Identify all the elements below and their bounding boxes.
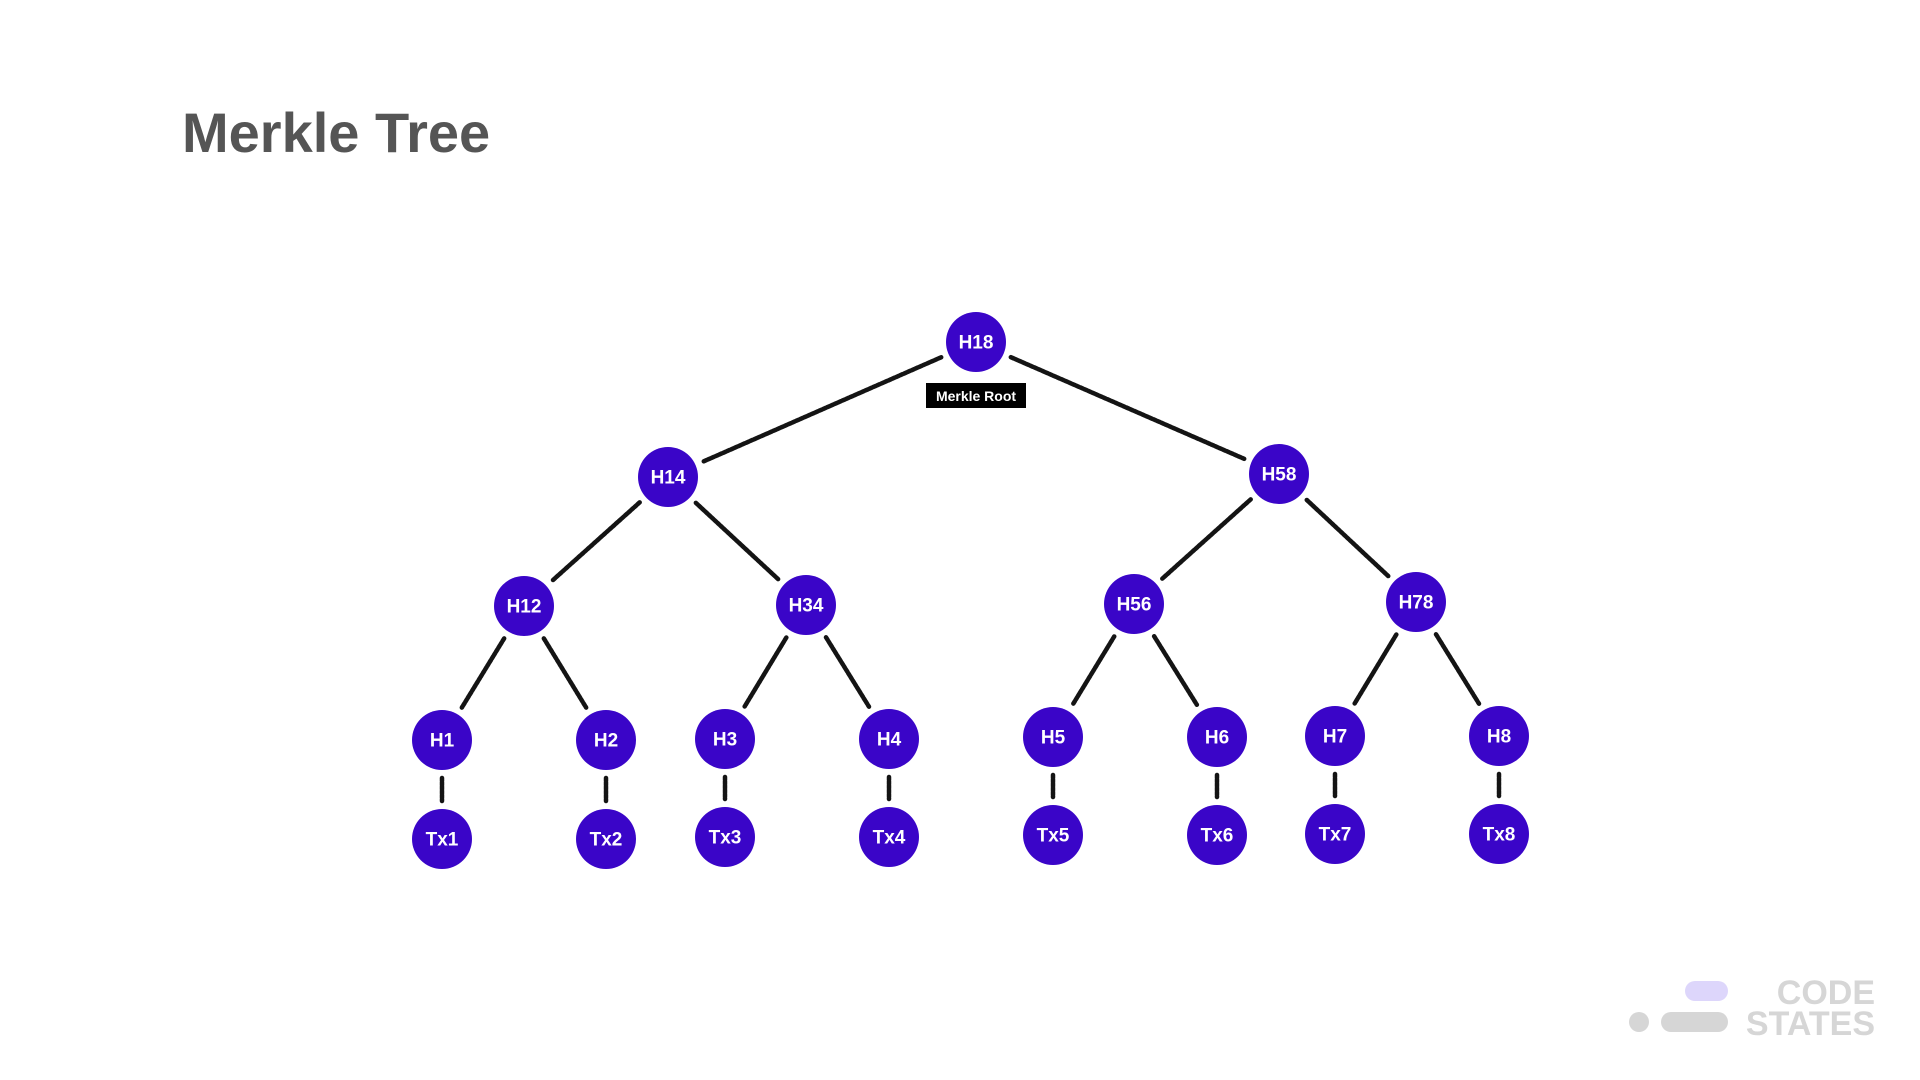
node-label: H34 [789,596,824,617]
node-label: H8 [1487,727,1511,748]
node-circle [412,809,472,869]
node-label: H4 [877,730,902,751]
node-circle [638,447,698,507]
edge-h34-h3 [742,635,789,709]
logo-pill-accent [1685,981,1728,1001]
node-tx6: Tx6 [1187,805,1247,865]
node-tx3: Tx3 [695,807,755,867]
nodes-layer: H18 H14 H58 H12 H34 H56 H78 H1 H2 H3 H4 H5 H6 H7 H8 Tx1… [412,312,1529,869]
node-label: H5 [1041,728,1066,749]
edge-h18-h58 [1008,354,1247,462]
node-circle [576,809,636,869]
node-circle [1469,706,1529,766]
node-label: H58 [1262,465,1297,486]
edge-h34-h4 [823,635,872,709]
node-label: H78 [1399,593,1434,614]
node-label: H2 [594,731,618,752]
edge-h78-h8 [1433,632,1482,706]
node-h3: H3 [695,709,755,769]
node-circle [1305,804,1365,864]
node-circle [576,710,636,770]
edge-h56-h6 [1151,633,1200,708]
slide-title: Merkle Tree [182,101,491,164]
edge-h14-h12 [550,500,642,583]
node-h18: H18 [946,312,1006,372]
logo-text-line2: STATES [1746,1005,1875,1043]
node-circle [1187,707,1247,767]
node-label: Tx8 [1483,825,1516,846]
node-circle [412,710,472,770]
edge-h78-h7 [1352,632,1399,706]
node-circle [695,709,755,769]
node-label: H18 [959,333,994,354]
merkle-root-label-box [926,383,1026,408]
node-circle [695,807,755,867]
node-h34: H34 [776,575,836,635]
node-circle [1187,805,1247,865]
node-h78: H78 [1386,572,1446,632]
node-h7: H7 [1305,706,1365,766]
node-circle [859,709,919,769]
edge-h18-h14 [700,355,944,464]
node-label: Tx6 [1201,826,1234,847]
node-h58: H58 [1249,444,1309,504]
edge-h12-h2 [541,636,589,710]
node-circle [946,312,1006,372]
logo-dot [1629,1012,1649,1032]
node-tx7: Tx7 [1305,804,1365,864]
logo-pill [1661,1012,1728,1032]
node-label: Tx3 [709,828,742,849]
node-label: H1 [430,731,455,752]
node-tx8: Tx8 [1469,804,1529,864]
node-h6: H6 [1187,707,1247,767]
node-label: Tx5 [1037,826,1070,847]
node-label: H12 [507,597,542,618]
node-label: H3 [713,730,737,751]
node-label: H56 [1117,595,1152,616]
node-h14: H14 [638,447,698,507]
edge-h58-h56 [1160,497,1253,581]
node-label: Tx1 [426,830,459,851]
node-tx4: Tx4 [859,807,919,867]
merkle-root-label-text: Merkle Root [936,388,1016,404]
node-circle [1104,574,1164,634]
node-label: H6 [1205,728,1229,749]
edges-layer [439,354,1502,804]
node-label: H14 [651,468,686,489]
node-label: Tx7 [1319,825,1352,846]
node-h4: H4 [859,709,919,769]
edge-h14-h34 [693,500,781,582]
node-circle [776,575,836,635]
edge-h12-h1 [459,636,507,710]
node-circle [1386,572,1446,632]
node-circle [859,807,919,867]
node-tx2: Tx2 [576,809,636,869]
node-tx1: Tx1 [412,809,472,869]
node-h56: H56 [1104,574,1164,634]
node-circle [1023,805,1083,865]
node-label: H7 [1323,727,1347,748]
node-tx5: Tx5 [1023,805,1083,865]
node-circle [1469,804,1529,864]
node-circle [494,576,554,636]
node-h2: H2 [576,710,636,770]
node-h8: H8 [1469,706,1529,766]
code-states-logo: CODE STATES [1629,974,1875,1043]
node-circle [1249,444,1309,504]
node-label: Tx4 [873,828,906,849]
node-h5: H5 [1023,707,1083,767]
merkle-root-label: Merkle Root [926,383,1026,408]
node-h1: H1 [412,710,472,770]
node-circle [1023,707,1083,767]
edge-h58-h78 [1304,497,1391,579]
node-h12: H12 [494,576,554,636]
edge-h56-h5 [1070,634,1117,707]
logo-text-line1: CODE [1777,974,1875,1012]
node-label: Tx2 [590,830,623,851]
node-circle [1305,706,1365,766]
